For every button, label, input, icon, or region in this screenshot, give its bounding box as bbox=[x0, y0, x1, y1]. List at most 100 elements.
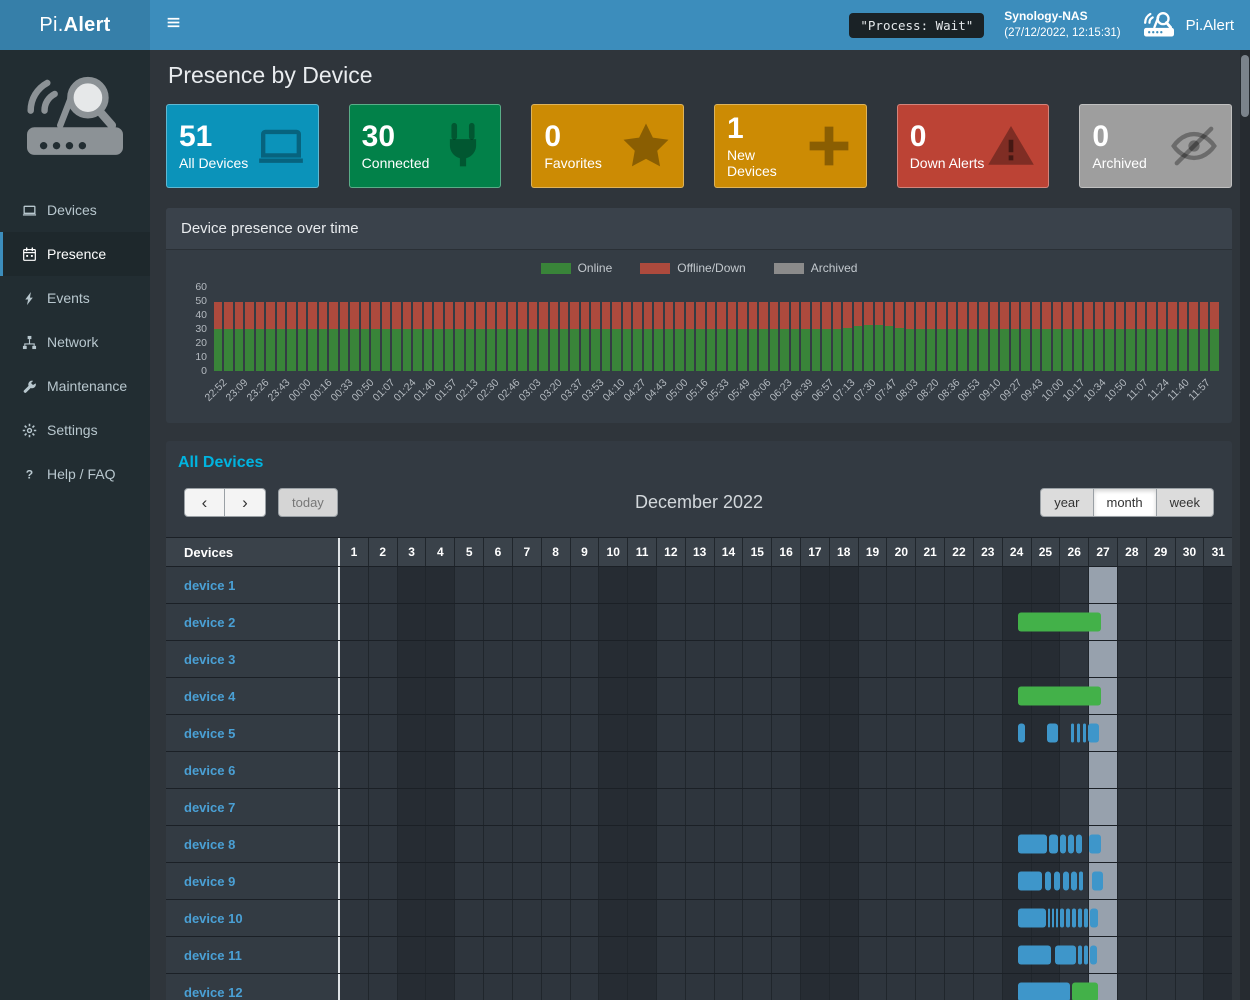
view-button-month[interactable]: month bbox=[1094, 488, 1157, 517]
presence-event[interactable] bbox=[1089, 835, 1101, 854]
device-link[interactable]: device 11 bbox=[184, 948, 242, 963]
sidebar-item-maintenance[interactable]: Maintenance bbox=[0, 364, 150, 408]
vertical-scrollbar[interactable] bbox=[1240, 50, 1250, 1000]
y-tick-label: 50 bbox=[195, 295, 207, 307]
presence-event[interactable] bbox=[1045, 872, 1051, 891]
presence-event[interactable] bbox=[1018, 983, 1070, 1000]
presence-event[interactable] bbox=[1049, 835, 1058, 854]
presence-event[interactable] bbox=[1063, 872, 1069, 891]
view-button-year[interactable]: year bbox=[1040, 488, 1093, 517]
presence-event[interactable] bbox=[1068, 835, 1074, 854]
presence-event[interactable] bbox=[1056, 909, 1058, 928]
sidebar-item-help-faq[interactable]: ?Help / FAQ bbox=[0, 452, 150, 496]
next-button[interactable]: › bbox=[225, 488, 266, 517]
legend-item-offline-down: Offline/Down bbox=[640, 261, 745, 275]
presence-event[interactable] bbox=[1018, 872, 1041, 891]
presence-event[interactable] bbox=[1071, 872, 1077, 891]
day-header-30: 30 bbox=[1175, 538, 1204, 566]
infobox-all-devices[interactable]: 51All Devices bbox=[166, 104, 319, 188]
device-name-cell: device 11 bbox=[166, 937, 340, 973]
infobox-archived[interactable]: 0Archived bbox=[1079, 104, 1232, 188]
sidebar-item-settings[interactable]: Settings bbox=[0, 408, 150, 452]
device-link[interactable]: device 7 bbox=[184, 800, 235, 815]
infobox-down-alerts[interactable]: 0Down Alerts bbox=[897, 104, 1050, 188]
day-cell bbox=[541, 567, 570, 603]
presence-event[interactable] bbox=[1018, 687, 1101, 706]
sidebar-toggle-button[interactable] bbox=[150, 0, 196, 50]
presence-event[interactable] bbox=[1048, 909, 1050, 928]
presence-event[interactable] bbox=[1076, 835, 1082, 854]
device-link[interactable]: device 1 bbox=[184, 578, 235, 593]
brand-logo[interactable]: Pi.Alert bbox=[0, 0, 150, 50]
presence-event[interactable] bbox=[1066, 909, 1070, 928]
device-link[interactable]: device 6 bbox=[184, 763, 235, 778]
presence-event[interactable] bbox=[1090, 946, 1097, 965]
device-link[interactable]: device 3 bbox=[184, 652, 235, 667]
day-cell bbox=[714, 604, 743, 640]
presence-event[interactable] bbox=[1084, 946, 1088, 965]
presence-event[interactable] bbox=[1072, 909, 1076, 928]
infobox-favorites[interactable]: 0Favorites bbox=[531, 104, 684, 188]
infobox-connected[interactable]: 30Connected bbox=[349, 104, 502, 188]
presence-event[interactable] bbox=[1083, 724, 1086, 743]
presence-event[interactable] bbox=[1052, 909, 1054, 928]
presence-event[interactable] bbox=[1092, 872, 1103, 891]
day-cell bbox=[483, 974, 512, 1000]
sidebar-item-events[interactable]: Events bbox=[0, 276, 150, 320]
day-cell bbox=[858, 900, 887, 936]
infobox-value: 1 bbox=[727, 113, 804, 145]
device-link[interactable]: device 5 bbox=[184, 726, 235, 741]
presence-event[interactable] bbox=[1060, 909, 1064, 928]
day-header-23: 23 bbox=[973, 538, 1002, 566]
sidebar-item-presence[interactable]: Presence bbox=[0, 232, 150, 276]
presence-event[interactable] bbox=[1088, 724, 1099, 743]
presence-event[interactable] bbox=[1060, 835, 1066, 854]
day-cell bbox=[1117, 863, 1146, 899]
today-button[interactable]: today bbox=[278, 488, 338, 517]
day-cell bbox=[771, 567, 800, 603]
view-button-week[interactable]: week bbox=[1157, 488, 1214, 517]
day-cell bbox=[1031, 752, 1060, 788]
presence-event[interactable] bbox=[1079, 872, 1083, 891]
device-link[interactable]: device 4 bbox=[184, 689, 235, 704]
navbar-app-link[interactable]: Pi.Alert bbox=[1141, 10, 1234, 40]
presence-event[interactable] bbox=[1054, 872, 1060, 891]
chart-bar bbox=[1147, 302, 1155, 371]
sidebar-item-network[interactable]: Network bbox=[0, 320, 150, 364]
day-cell bbox=[598, 863, 627, 899]
prev-button[interactable]: ‹ bbox=[184, 488, 225, 517]
presence-event[interactable] bbox=[1055, 946, 1076, 965]
sidebar-item-devices[interactable]: Devices bbox=[0, 188, 150, 232]
presence-event[interactable] bbox=[1071, 724, 1074, 743]
presence-event[interactable] bbox=[1047, 724, 1058, 743]
day-header-27: 27 bbox=[1088, 538, 1117, 566]
device-link[interactable]: device 12 bbox=[184, 985, 243, 1000]
device-link[interactable]: device 8 bbox=[184, 837, 235, 852]
device-link[interactable]: device 10 bbox=[184, 911, 243, 926]
presence-event[interactable] bbox=[1018, 724, 1025, 743]
presence-event[interactable] bbox=[1018, 946, 1050, 965]
chart-bar bbox=[770, 302, 778, 371]
presence-event[interactable] bbox=[1078, 909, 1082, 928]
infobox-label: Connected bbox=[362, 155, 430, 171]
presence-event[interactable] bbox=[1072, 983, 1098, 1000]
infobox-new-devices[interactable]: 1New Devices bbox=[714, 104, 867, 188]
presence-event[interactable] bbox=[1090, 909, 1098, 928]
scrollbar-thumb[interactable] bbox=[1241, 55, 1249, 117]
presence-event[interactable] bbox=[1018, 909, 1045, 928]
presence-event[interactable] bbox=[1018, 835, 1046, 854]
day-cell bbox=[541, 752, 570, 788]
presence-event[interactable] bbox=[1018, 613, 1101, 632]
day-cell bbox=[656, 604, 685, 640]
chart-bar bbox=[497, 302, 505, 371]
presence-event[interactable] bbox=[1084, 909, 1088, 928]
presence-event[interactable] bbox=[1077, 724, 1080, 743]
day-cell bbox=[944, 752, 973, 788]
device-link[interactable]: device 2 bbox=[184, 615, 235, 630]
calendar-toolbar: ‹ › today December 2022 yearmonthweek bbox=[166, 474, 1232, 529]
presence-event[interactable] bbox=[1078, 946, 1082, 965]
chart-bar bbox=[214, 302, 222, 371]
device-link[interactable]: device 9 bbox=[184, 874, 235, 889]
chart-bar bbox=[1021, 302, 1029, 371]
day-cell bbox=[1175, 715, 1204, 751]
